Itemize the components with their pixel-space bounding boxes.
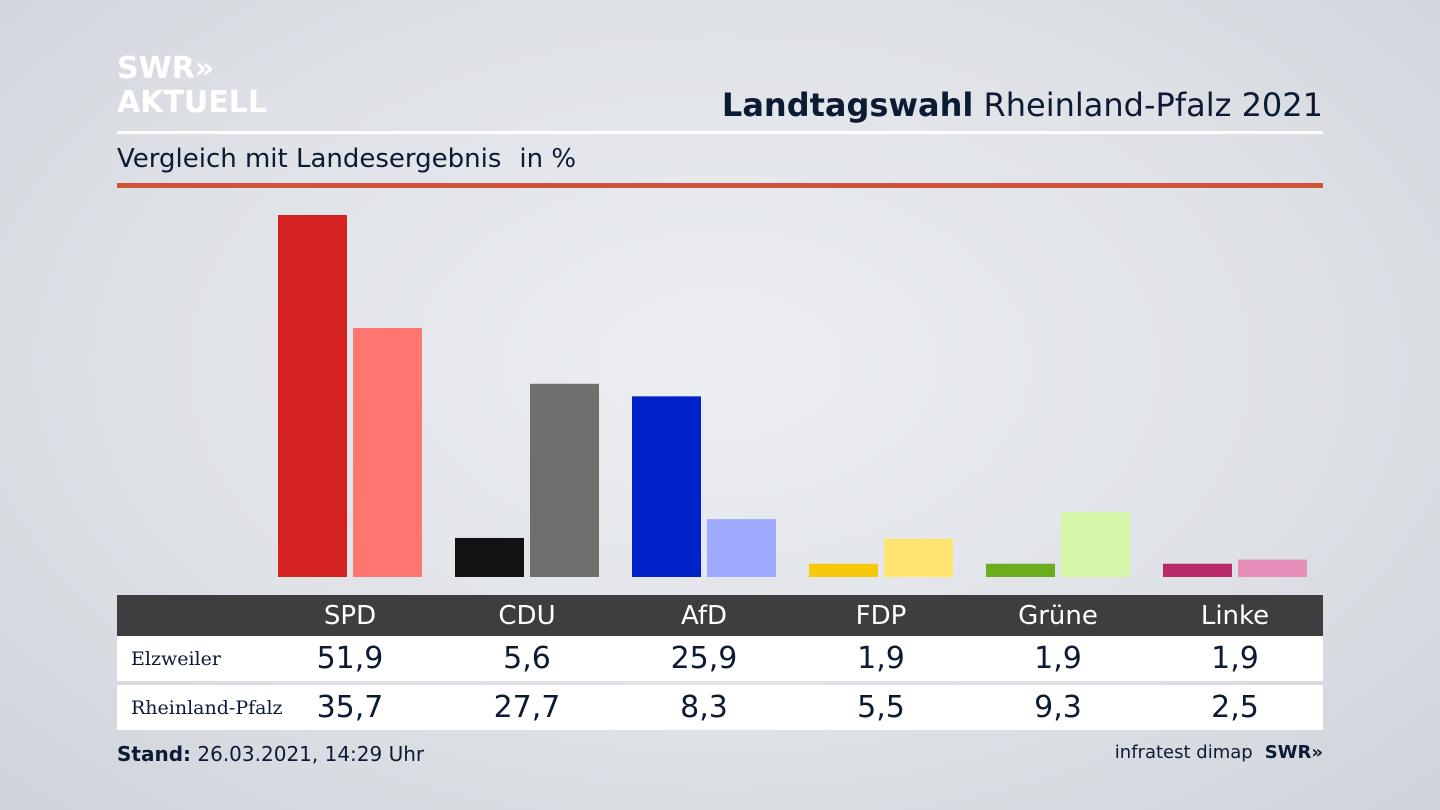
subtitle-text: Vergleich mit Landesergebnis — [117, 144, 502, 174]
bar-spd-rheinland-pfalz — [353, 327, 422, 577]
table-cell: 8,3 — [680, 690, 728, 725]
timestamp: Stand: 26.03.2021, 14:29 Uhr — [117, 742, 424, 766]
bar-gruene-elzweiler — [986, 563, 1055, 577]
row-label: Rheinland-Pfalz — [131, 696, 283, 719]
column-header: CDU — [498, 600, 556, 631]
subtitle-divider — [117, 183, 1323, 188]
bar-afd-elzweiler — [632, 396, 701, 577]
table-cell: 25,9 — [670, 641, 738, 676]
bar-fdp-elzweiler — [809, 563, 878, 577]
table-cell: 1,9 — [1034, 641, 1082, 676]
table-cell: 35,7 — [316, 690, 384, 725]
stand-value: 26.03.2021, 14:29 Uhr — [197, 742, 425, 766]
table-row: Rheinland-Pfalz 35,7 27,7 8,3 5,5 9,3 2,5 — [117, 685, 1323, 730]
row-label: Elzweiler — [131, 647, 221, 670]
table-cell: 1,9 — [857, 641, 905, 676]
logo-line-1: SWR» — [117, 51, 215, 86]
table-header: SPD CDU AfD FDP Grüne Linke — [117, 595, 1323, 636]
bar-linke-rheinland-pfalz — [1238, 559, 1307, 577]
table-cell: 5,6 — [503, 641, 551, 676]
title-bold: Landtagswahl — [721, 86, 974, 124]
source-credit: infratest dimap SWR» — [1115, 742, 1323, 763]
stand-label: Stand: — [117, 742, 192, 766]
table-cell: 27,7 — [493, 690, 561, 725]
bar-linke-elzweiler — [1163, 563, 1232, 577]
page-title: Landtagswahl Rheinland-Pfalz 2021 — [722, 86, 1323, 124]
bar-cdu-rheinland-pfalz — [530, 383, 599, 577]
subtitle-unit: in % — [519, 144, 577, 174]
table-cell: 51,9 — [316, 641, 384, 676]
header-divider — [117, 131, 1323, 134]
chart-subtitle: Vergleich mit Landesergebnis in % — [117, 144, 576, 174]
table-cell: 9,3 — [1034, 690, 1082, 725]
bar-spd-elzweiler — [278, 215, 347, 577]
column-header: Grüne — [1018, 600, 1098, 631]
results-table: SPD CDU AfD FDP Grüne Linke Elzweiler 51,9 5,6… — [117, 595, 1323, 730]
table-cell: 1,9 — [1211, 641, 1259, 676]
bar-chart — [278, 215, 1307, 577]
title-rest: Rheinland-Pfalz 2021 — [983, 86, 1323, 124]
source-text: infratest dimap — [1114, 742, 1253, 763]
column-header: SPD — [323, 600, 377, 631]
table-cell: 5,5 — [857, 690, 905, 725]
bar-fdp-rheinland-pfalz — [884, 538, 953, 577]
bar-cdu-elzweiler — [455, 537, 524, 577]
column-header: FDP — [855, 600, 907, 631]
column-header: Linke — [1200, 600, 1270, 631]
bar-gruene-rheinland-pfalz — [1061, 512, 1130, 577]
table-cell: 2,5 — [1211, 690, 1259, 725]
swr-brand: SWR» — [1264, 742, 1323, 763]
logo-line-2: AKTUELL — [117, 85, 268, 120]
column-header: AfD — [680, 600, 728, 631]
swr-aktuell-logo: SWR» AKTUELL — [117, 54, 267, 118]
bar-afd-rheinland-pfalz — [707, 519, 776, 577]
table-row: Elzweiler 51,9 5,6 25,9 1,9 1,9 1,9 — [117, 636, 1323, 681]
